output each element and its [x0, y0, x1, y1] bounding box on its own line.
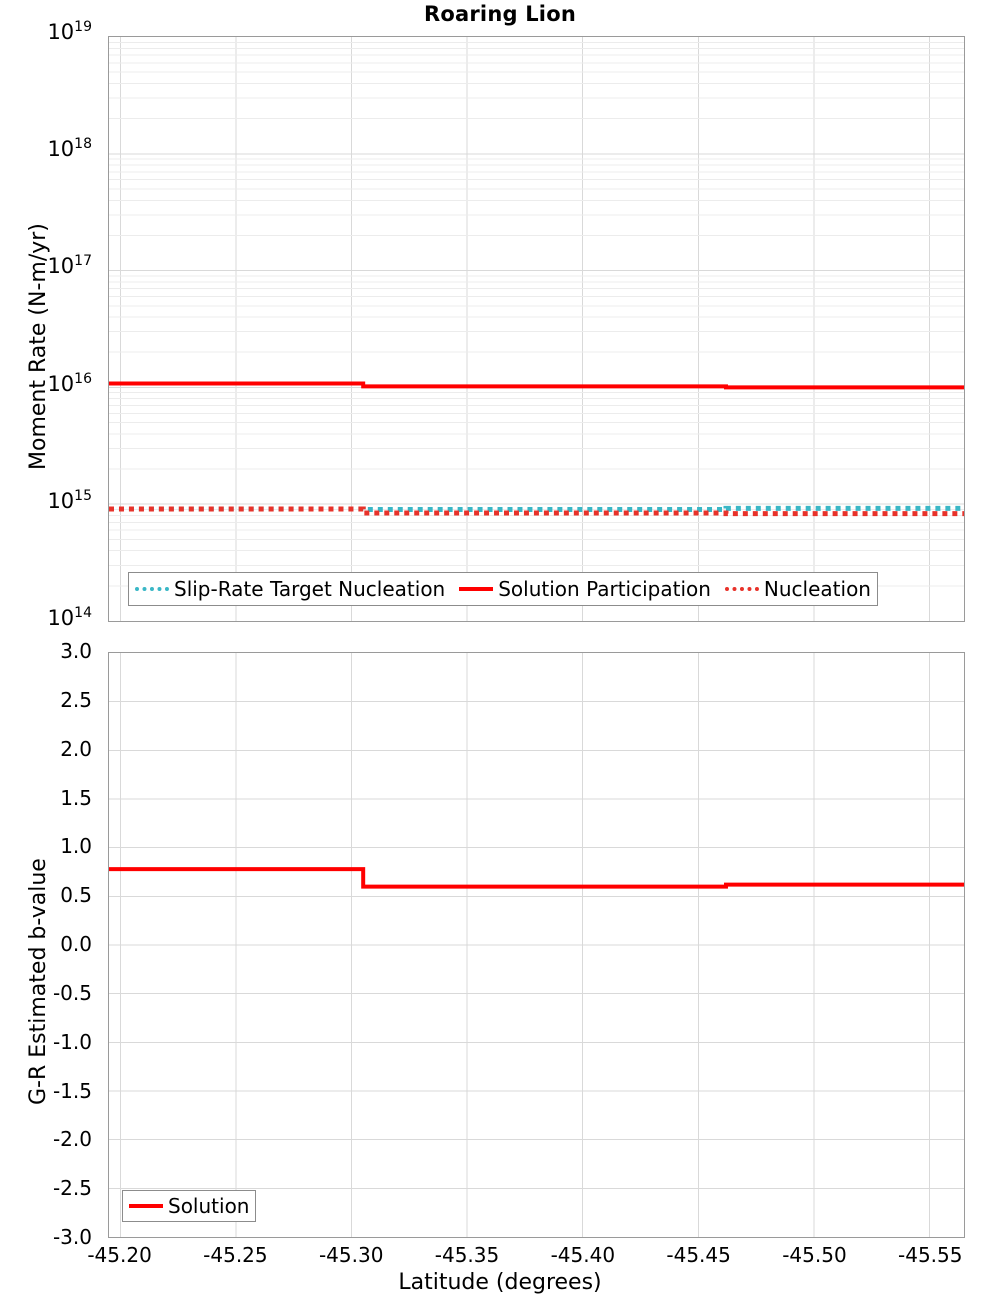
top-y-axis-label: Moment Rate (N-m/yr)	[26, 223, 51, 470]
moment-rate-plot-area	[108, 36, 965, 622]
legend-line-swatch	[459, 587, 494, 591]
bottom-y-tick: 1.5	[60, 785, 92, 810]
x-tick: -45.20	[87, 1243, 152, 1267]
legend-entry[interactable]: Nucleation	[724, 577, 871, 601]
legend-entry[interactable]: Solution	[129, 1194, 249, 1218]
bottom-y-tick: -2.5	[52, 1176, 92, 1201]
figure-title: Roaring Lion	[424, 2, 576, 26]
x-tick: -45.30	[318, 1243, 384, 1267]
bottom-gridlines	[109, 653, 964, 1237]
top-y-tick: 1014	[47, 605, 92, 630]
legend-entry[interactable]: Solution Participation	[459, 577, 711, 601]
top-data-lines	[109, 381, 964, 517]
top-y-tick: 1019	[47, 19, 92, 44]
top-y-tick: 1017	[47, 253, 92, 279]
legend-entry[interactable]: Slip-Rate Target Nucleation	[135, 577, 445, 601]
bottom-y-axis-label: G-R Estimated b-value	[26, 858, 51, 1105]
top-legend[interactable]: Slip-Rate Target Nucleation Solution Part…	[128, 572, 878, 606]
legend-label: Slip-Rate Target Nucleation	[174, 577, 446, 601]
top-y-tick: 1016	[47, 370, 92, 396]
legend-label: Solution	[168, 1194, 250, 1218]
top-y-tick: 1018	[47, 136, 92, 162]
bottom-y-tick: 0.5	[60, 883, 92, 908]
legend-label: Solution Participation	[498, 577, 711, 601]
b-value-plot-area	[108, 652, 965, 1238]
x-axis-label: Latitude (degrees)	[398, 1270, 602, 1295]
x-tick: -45.55	[898, 1243, 963, 1267]
bottom-y-tick: -2.0	[52, 1127, 92, 1152]
bottom-y-tick: 1.0	[60, 834, 92, 859]
x-tick: -45.40	[550, 1243, 616, 1267]
bottom-y-tick: -3.0	[52, 1225, 92, 1249]
legend-line-swatch	[724, 587, 759, 591]
bottom-data-lines	[109, 867, 964, 889]
top-gridlines	[109, 37, 964, 621]
bottom-y-tick: -1.5	[52, 1078, 92, 1103]
bottom-y-tick: 0.0	[60, 932, 92, 956]
top-y-tick: 1015	[47, 487, 92, 513]
legend-label: Nucleation	[763, 577, 871, 601]
bottom-y-tick: 2.0	[60, 736, 92, 761]
bottom-y-tick: 3.0	[60, 639, 92, 663]
legend-line-swatch	[135, 587, 169, 591]
bottom-legend[interactable]: Solution	[122, 1190, 257, 1222]
bottom-y-tick: -1.0	[52, 1029, 92, 1054]
x-tick: -45.35	[434, 1243, 500, 1267]
x-tick: -45.45	[666, 1243, 731, 1267]
bottom-y-tick: -0.5	[52, 980, 92, 1005]
legend-line-swatch	[129, 1204, 163, 1208]
x-tick: -45.25	[203, 1243, 268, 1267]
x-tick: -45.50	[782, 1243, 847, 1267]
bottom-y-tick: 2.5	[60, 687, 92, 712]
